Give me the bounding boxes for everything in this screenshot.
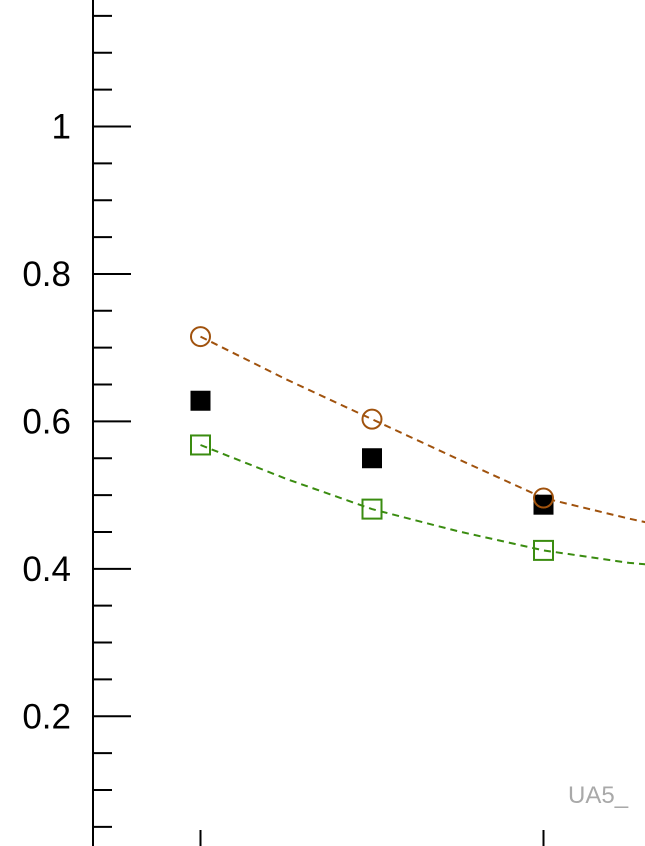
data-point-open-square bbox=[190, 434, 211, 456]
y-tick-label: 0.4 bbox=[22, 550, 71, 589]
data-point-filled-square bbox=[190, 390, 211, 411]
data-point-filled-square bbox=[362, 448, 382, 469]
axes: 0.2 0.4 0.6 0.8 1 bbox=[22, 0, 545, 846]
data-point-open-circle bbox=[190, 326, 211, 348]
dashed-fit-curve bbox=[200, 444, 645, 566]
data-point-open-square bbox=[533, 539, 554, 561]
y-tick-label: 0.2 bbox=[22, 697, 71, 736]
data-point-open-circle bbox=[533, 487, 554, 509]
data-point-filled-square bbox=[533, 494, 554, 515]
watermark-label: UA5_ bbox=[568, 782, 629, 809]
y-tick-label: 0.6 bbox=[22, 402, 71, 441]
data-points bbox=[190, 326, 554, 561]
y-tick-label: 0.8 bbox=[22, 255, 71, 294]
data-point-open-square bbox=[361, 498, 383, 520]
data-point-open-circle bbox=[361, 408, 383, 430]
dashed-fit-curve bbox=[200, 335, 645, 524]
fit-curves bbox=[200, 335, 645, 566]
y-tick-label: 1 bbox=[52, 108, 71, 147]
